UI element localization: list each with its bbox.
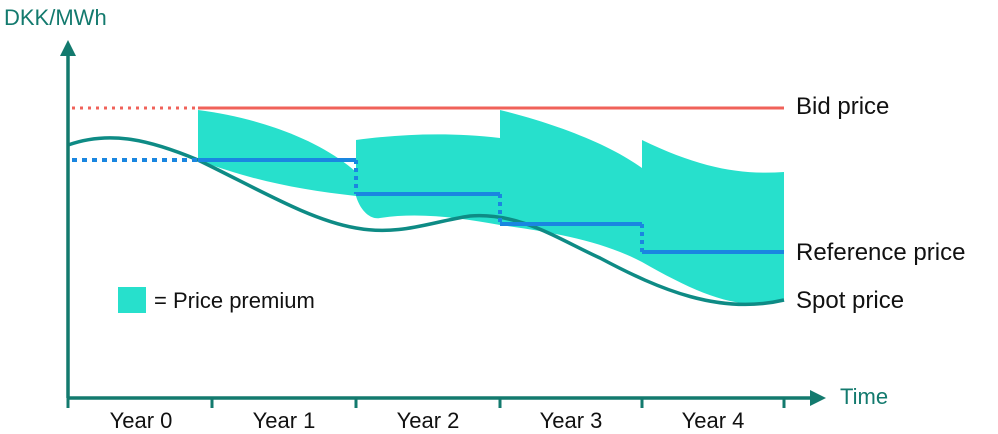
premium-area-year-1 [198,110,356,196]
legend-label: = Price premium [154,288,315,313]
y-axis-arrow [60,40,76,56]
year-label-1: Year 1 [253,408,316,433]
bid-price-label: Bid price [796,93,889,120]
y-axis-label: DKK/MWh [4,5,107,30]
premium-area-year-2 [356,134,500,225]
year-label-3: Year 3 [540,408,603,433]
year-label-0: Year 0 [110,408,173,433]
x-axis-arrow [810,390,826,406]
reference-price-label: Reference price [796,239,965,266]
reference-price-line [72,158,784,254]
legend-swatch [118,287,146,313]
spot-price-line [67,136,785,307]
x-axis-label: Time [840,384,888,409]
premium-area-year-4 [642,140,784,304]
year-label-2: Year 2 [397,408,460,433]
axes [60,40,826,408]
price-premium-areas [198,110,784,304]
premium-area-year-3 [500,110,642,262]
year-label-4: Year 4 [682,408,745,433]
spot-price-label: Spot price [796,287,904,314]
